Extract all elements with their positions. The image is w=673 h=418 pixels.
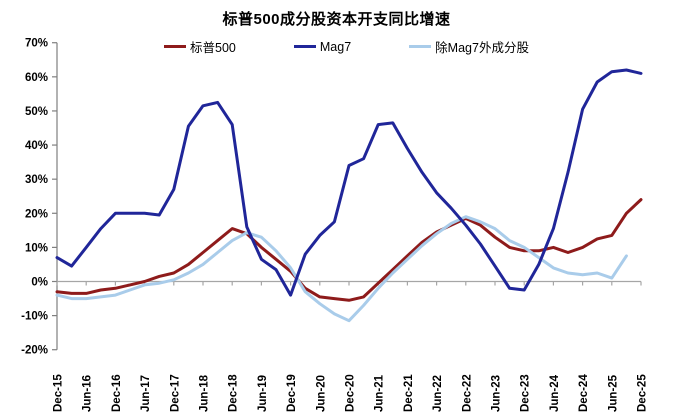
x-tick-label: Dec-22 bbox=[461, 374, 473, 412]
x-tick-label: Dec-24 bbox=[578, 374, 590, 412]
series-line-2 bbox=[55, 68, 643, 297]
x-tick-label: Dec-25 bbox=[637, 374, 649, 412]
y-tick-label: 0% bbox=[31, 277, 48, 289]
legend-item-3: 除Mag7外成分股 bbox=[409, 37, 529, 56]
legend-label-2: Mag7 bbox=[319, 39, 352, 54]
x-tick-label: Jun-20 bbox=[315, 375, 327, 412]
x-tick-label: Jun-17 bbox=[140, 375, 152, 412]
x-tick-label: Jun-23 bbox=[491, 375, 503, 412]
legend-label-3: 除Mag7外成分股 bbox=[435, 41, 529, 55]
x-tick-label: Dec-17 bbox=[169, 374, 181, 412]
x-tick-label: Dec-15 bbox=[53, 374, 65, 412]
y-tick-label: 30% bbox=[25, 174, 48, 186]
series-line-3 bbox=[55, 215, 628, 323]
y-tick-label: 50% bbox=[25, 106, 48, 118]
y-tick-label: 20% bbox=[25, 208, 48, 220]
x-tick-label: Jun-24 bbox=[549, 374, 561, 412]
y-tick-label: 70% bbox=[25, 38, 48, 50]
x-tick-label: Dec-18 bbox=[228, 374, 240, 412]
y-tick-label: 40% bbox=[25, 140, 48, 152]
y-tick-label: -10% bbox=[21, 311, 48, 323]
x-tick-label: Jun-16 bbox=[82, 375, 94, 412]
x-tick-label: Jun-18 bbox=[199, 374, 211, 412]
legend-label-1: 标普500 bbox=[190, 41, 236, 55]
x-tick-label: Dec-19 bbox=[286, 374, 298, 412]
chart-title: 标普500成分股资本开支同比增速 bbox=[222, 11, 451, 28]
x-tick-label: Jun-19 bbox=[257, 375, 269, 412]
x-tick-label: Dec-16 bbox=[111, 374, 123, 412]
y-tick-label: 10% bbox=[25, 242, 48, 254]
x-tick-label: Jun-21 bbox=[374, 374, 386, 412]
x-tick-label: Jun-22 bbox=[432, 375, 444, 412]
y-tick-label: 60% bbox=[25, 72, 48, 84]
legend-swatch-3 bbox=[409, 45, 432, 48]
legend-swatch-2 bbox=[293, 45, 316, 48]
legend: 标普500 Mag7 除Mag7外成分股 bbox=[48, 37, 645, 56]
x-tick-label: Jun-25 bbox=[607, 374, 619, 412]
legend-swatch-1 bbox=[164, 45, 187, 48]
x-tick-label: Dec-21 bbox=[403, 374, 415, 412]
x-tick-label: Dec-20 bbox=[345, 374, 357, 412]
x-tick-label: Dec-23 bbox=[520, 374, 532, 412]
legend-item-2: Mag7 bbox=[293, 39, 352, 54]
y-tick-label: -20% bbox=[21, 345, 48, 357]
legend-item-1: 标普500 bbox=[164, 37, 236, 56]
